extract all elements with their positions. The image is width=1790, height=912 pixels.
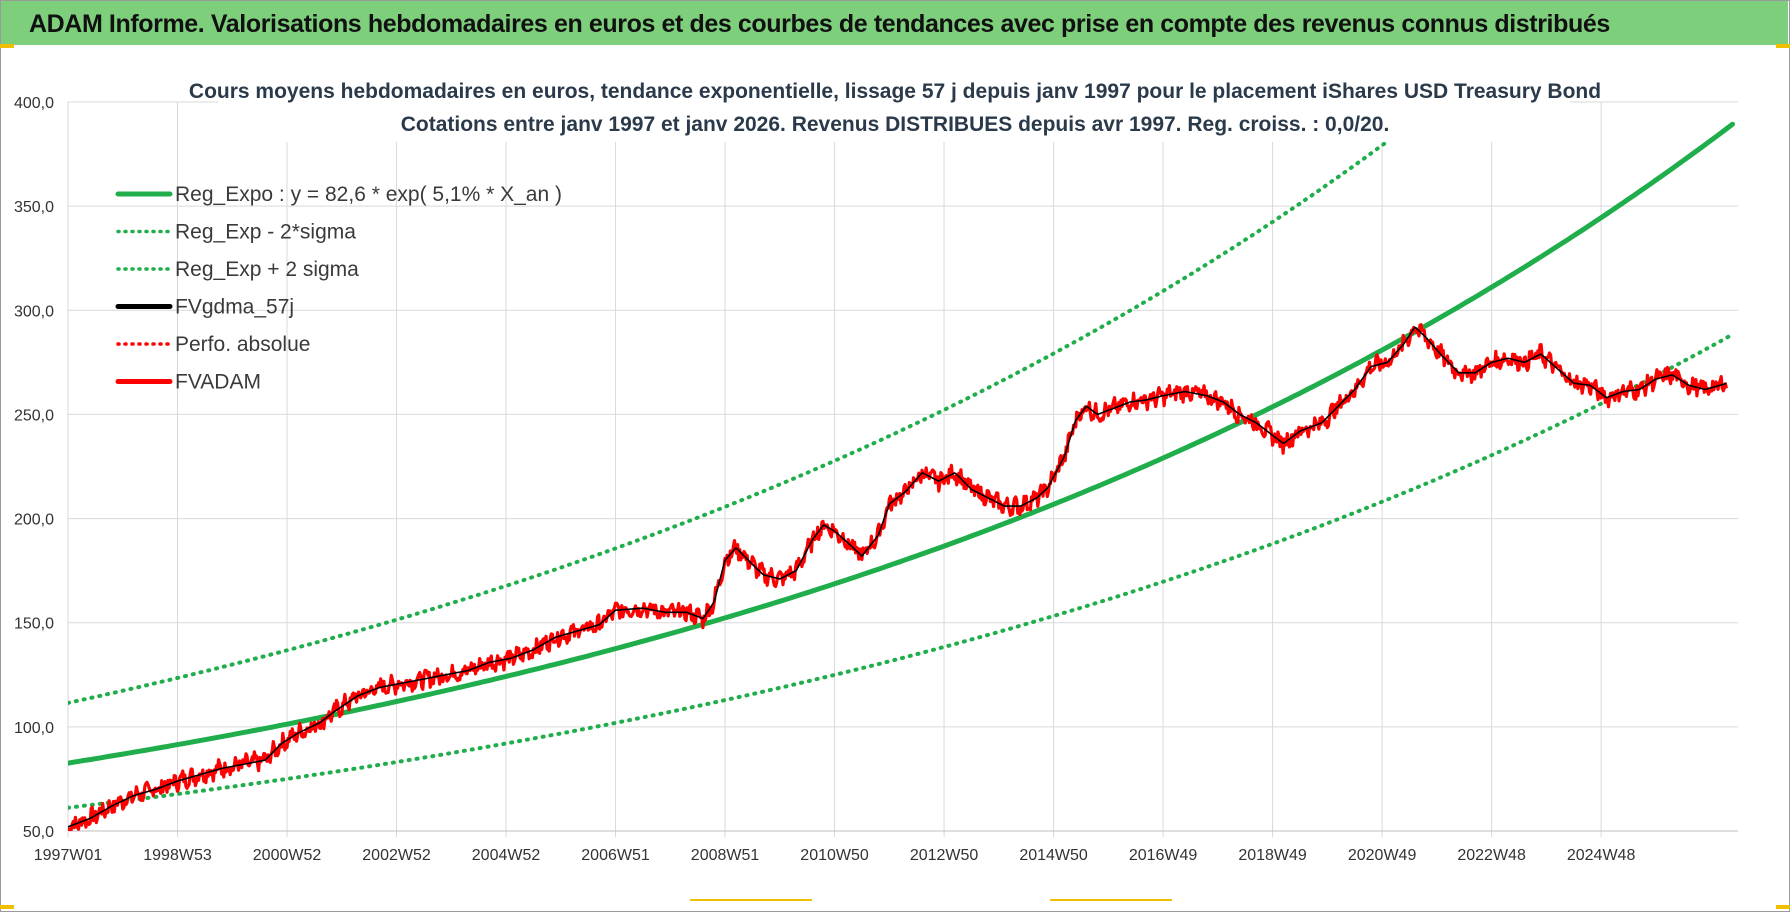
- legend-label: Reg_Exp + 2 sigma: [175, 258, 359, 281]
- y-tick-label: 250,0: [14, 407, 54, 424]
- legend-label: Perfo. absolue: [175, 333, 310, 356]
- legend-label: Reg_Expo : y = 82,6 * exp( 5,1% * X_an ): [175, 183, 562, 206]
- corner-mark-top-left: [0, 44, 14, 48]
- y-tick-label: 350,0: [14, 199, 54, 216]
- x-tick-label: 2020W49: [1348, 847, 1417, 864]
- y-tick-label: 150,0: [14, 616, 54, 633]
- series-reg-expo: [68, 121, 1735, 766]
- corner-mark-bottom-left: [0, 905, 14, 909]
- x-tick-label: 2002W52: [362, 847, 431, 864]
- page-title: ADAM Informe. Valorisations hebdomadaire…: [29, 10, 1610, 38]
- y-tick-label: 400,0: [14, 95, 54, 112]
- x-tick-label: 2006W51: [581, 847, 650, 864]
- x-tick-label: 2016W49: [1129, 847, 1198, 864]
- y-tick-label: 50,0: [23, 824, 54, 841]
- bottom-mark-1: [690, 899, 812, 901]
- header-banner: ADAM Informe. Valorisations hebdomadaire…: [1, 1, 1788, 45]
- grid-lines: [67, 101, 1738, 837]
- x-tick-label: 2004W52: [472, 847, 541, 864]
- title-background: [218, 76, 1570, 142]
- x-tick-label: 2008W51: [691, 847, 760, 864]
- y-tick-label: 200,0: [14, 512, 54, 529]
- x-tick-label: 2014W50: [1019, 847, 1088, 864]
- x-tick-label: 2000W52: [253, 847, 322, 864]
- legend-label: Reg_Exp - 2*sigma: [175, 221, 356, 244]
- chart-title-line-1: Cours moyens hebdomadaires en euros, ten…: [189, 80, 1601, 103]
- legend: Reg_Expo : y = 82,6 * exp( 5,1% * X_an )…: [115, 183, 562, 394]
- chart-title-line-2: Cotations entre janv 1997 et janv 2026. …: [401, 113, 1390, 136]
- axis-labels: 50,0 100,0 150,0 200,0 250,0 300,0 350,0 400,0 1…: [14, 95, 1636, 864]
- series-group: [68, 102, 1735, 831]
- series-reg-minus-2sigma: [68, 332, 1735, 810]
- x-tick-label: 2010W50: [800, 847, 869, 864]
- x-tick-label: 1997W01: [34, 847, 103, 864]
- x-tick-label: 2024W48: [1567, 847, 1636, 864]
- series-fvadam: [68, 323, 1728, 831]
- y-tick-label: 100,0: [14, 720, 54, 737]
- x-tick-label: 1998W53: [143, 847, 212, 864]
- legend-label: FVgdma_57j: [175, 296, 294, 319]
- y-tick-label: 300,0: [14, 303, 54, 320]
- series-fvgdma-57j: [68, 326, 1727, 828]
- corner-mark-bottom-right: [1776, 905, 1790, 909]
- bottom-mark-2: [1050, 899, 1172, 901]
- x-tick-label: 2012W50: [910, 847, 979, 864]
- corner-mark-top-right: [1776, 44, 1790, 48]
- x-tick-label: 2022W48: [1457, 847, 1526, 864]
- legend-label: FVADAM: [175, 371, 261, 394]
- x-tick-label: 2018W49: [1238, 847, 1307, 864]
